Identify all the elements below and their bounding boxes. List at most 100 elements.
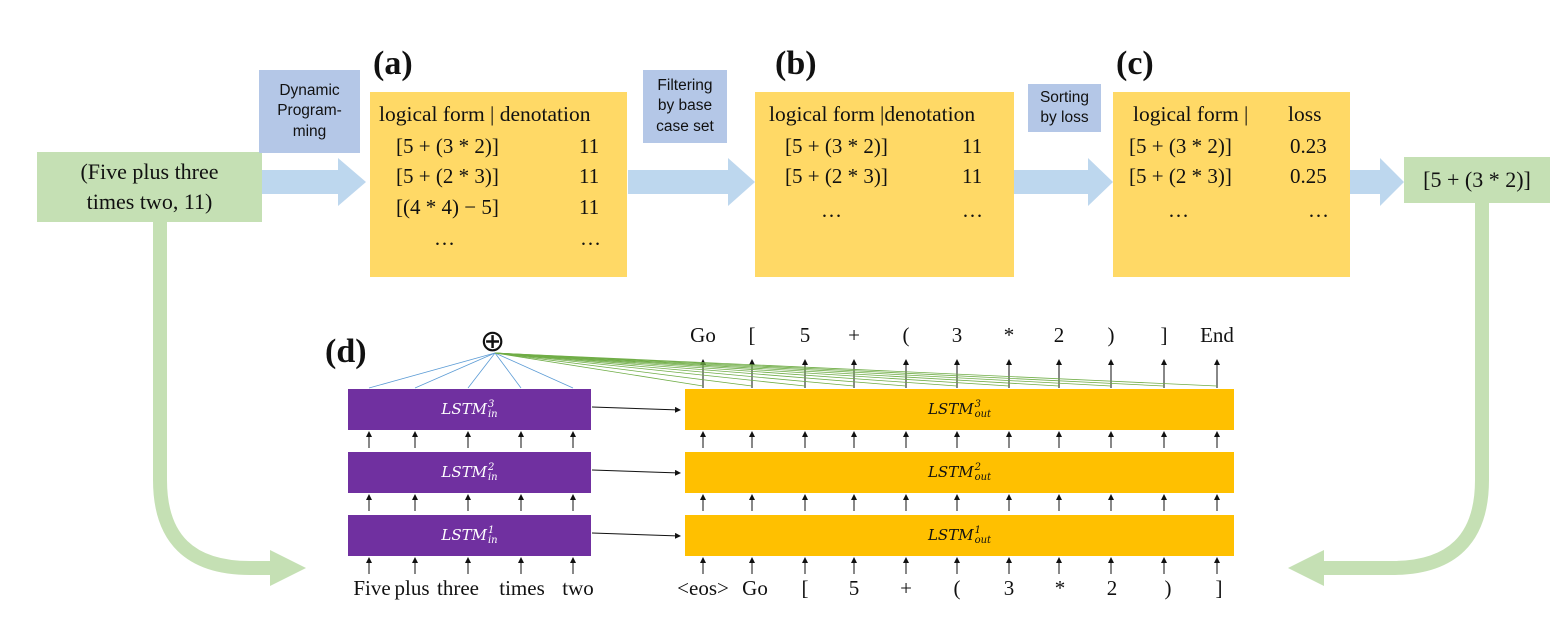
decoder-lstm-layer-2: LSTM 2 out (685, 452, 1234, 493)
label-filtering: Filtering by base case set (643, 70, 727, 143)
decoder-lstm-layer-3: LSTM 3 out (685, 389, 1234, 430)
panel-b-row2-form: [5 + (2 * 3)] (785, 164, 888, 188)
encoder-lstm-1-label: LSTM 1 in (441, 524, 498, 546)
attention-decoder-line-0 (494, 352, 704, 387)
decoder-output-token-1: [ (748, 323, 756, 347)
decoder-output-token-0: Go (690, 323, 716, 347)
attention-decoder-line-8 (494, 352, 1112, 387)
panel-label-b: (b) (775, 45, 817, 82)
panel-a-row2-form: [5 + (2 * 3)] (396, 164, 499, 188)
decoder-input-token-3: 5 (848, 576, 860, 600)
encoder-input-token-1: plus (394, 576, 430, 600)
attention-sum-symbol: ⊕ (480, 324, 506, 359)
attention-decoder-line-5 (494, 352, 958, 387)
encoder-lstm-layer-2: LSTM 2 in (348, 452, 591, 493)
panel-c-row2-value: 0.25 (1290, 164, 1327, 188)
attention-decoder-line-6 (494, 352, 1010, 387)
decoder-lstm-layer-1: LSTM 1 out (685, 515, 1234, 556)
attention-encoder-line-1 (414, 352, 496, 389)
panel-a-row1-value: 11 (579, 134, 600, 158)
encoder-input-token-4: two (562, 576, 594, 600)
panel-b-row3-form: … (821, 198, 842, 222)
decoder-input-token-5: ( (953, 576, 961, 600)
decoder-input-token-7: * (1054, 576, 1066, 600)
panel-a-row3-form: [(4 * 4) − 5] (396, 195, 499, 219)
label-dynamic-programming: Dynamic Program- ming (259, 70, 360, 153)
attention-decoder-line-10 (494, 352, 1218, 387)
decoder-input-token-10: ] (1215, 576, 1223, 600)
encoder-input-token-3: times (499, 576, 545, 600)
attention-decoder-line-4 (494, 352, 907, 387)
label-sorting: Sorting by loss (1028, 84, 1101, 132)
decoder-output-token-4: ( (902, 323, 910, 347)
panel-a-row4-form: … (434, 226, 455, 250)
decoder-output-token-9: ] (1160, 323, 1168, 347)
label-sort-line2: by loss (1040, 109, 1089, 126)
decoder-output-token-6: * (1003, 323, 1015, 347)
label-dp-line3: ming (292, 122, 327, 140)
encoder-lstm-layer-1: LSTM 1 in (348, 515, 591, 556)
encoder-lstm-2-label: LSTM 2 in (441, 461, 498, 483)
label-dp-line2: Program- (277, 102, 342, 120)
arrow-output-to-decoder (1322, 200, 1489, 575)
input-line-1: (Five plus three (80, 159, 219, 185)
panel-a-row4-value: … (580, 226, 601, 250)
panel-label-a: (a) (373, 45, 413, 82)
encoder-lstm-3-label: LSTM 3 in (441, 398, 498, 420)
encoder-lstm-layer-3: LSTM 3 in (348, 389, 591, 430)
attention-decoder-line-3 (494, 352, 855, 387)
attention-decoder-line-2 (494, 352, 806, 387)
panel-label-c: (c) (1116, 45, 1154, 82)
panel-b-row1-form: [5 + (3 * 2)] (785, 134, 888, 158)
decoder-input-token-9: ) (1164, 576, 1172, 600)
panel-c-header-loss: loss (1288, 102, 1322, 126)
input-example-box: (Five plus three times two, 11) (37, 152, 262, 222)
panel-c-row1-form: [5 + (3 * 2)] (1129, 134, 1232, 158)
panel-c-box: logical form | loss [5 + (3 * 2)] 0.23 [… (1113, 92, 1350, 277)
panel-b-header: logical form |denotation (769, 102, 976, 126)
arrow-c-to-output (1350, 158, 1404, 206)
attention-encoder-line-0 (368, 352, 496, 389)
label-dp-line1: Dynamic (279, 82, 340, 100)
label-filter-line3: case set (656, 117, 714, 135)
panel-a-box: logical form | denotation [5 + (3 * 2)] … (370, 92, 627, 277)
panel-c-header-form: logical form | (1133, 102, 1249, 126)
panel-c-row1-value: 0.23 (1290, 134, 1327, 158)
arrow-b-to-c (1014, 158, 1113, 206)
decoder-input-token-0: <eos> (677, 576, 729, 600)
panel-label-d: (d) (325, 333, 367, 370)
decoder-output-token-8: ) (1107, 323, 1115, 347)
decoder-lstm-2-label: LSTM 2 out (927, 461, 992, 483)
decoder-output-token-3: + (848, 323, 860, 347)
decoder-input-token-6: 3 (1003, 576, 1015, 600)
decoder-output-token-10: End (1200, 323, 1234, 347)
decoder-lstm-1-label: LSTM 1 out (927, 524, 992, 546)
panel-c-row3-value: … (1308, 198, 1329, 222)
arrow-input-to-a (262, 158, 366, 206)
output-logical-form-box: [5 + (3 * 2)] (1404, 157, 1550, 203)
arrow-input-to-encoder (153, 222, 272, 575)
panel-a-row3-value: 11 (579, 195, 600, 219)
arrow-a-to-b (628, 158, 755, 206)
decoder-input-token-1: Go (742, 576, 768, 600)
output-logical-form: [5 + (3 * 2)] (1423, 167, 1531, 193)
decoder-output-token-7: 2 (1053, 323, 1065, 347)
panel-c-row3-form: … (1168, 198, 1189, 222)
attention-decoder-line-1 (494, 352, 753, 387)
panel-b-row1-value: 11 (962, 134, 983, 158)
attention-encoder-line-3 (494, 352, 522, 389)
panel-a-row2-value: 11 (579, 164, 600, 188)
input-line-2: times two, 11) (86, 189, 213, 214)
decoder-output-token-5: 3 (951, 323, 963, 347)
panel-a-row1-form: [5 + (3 * 2)] (396, 134, 499, 158)
decoder-input-token-8: 2 (1106, 576, 1118, 600)
decoder-output-token-2: 5 (799, 323, 811, 347)
attention-encoder-line-4 (494, 352, 574, 389)
panel-c-row2-form: [5 + (2 * 3)] (1129, 164, 1232, 188)
decoder-input-token-4: + (900, 576, 912, 600)
attention-decoder-line-9 (494, 352, 1165, 387)
attention-encoder-line-2 (467, 352, 496, 389)
panel-a-header: logical form | denotation (379, 102, 591, 126)
encoder-input-token-0: Five (353, 576, 391, 600)
panel-b-row3-value: … (962, 198, 983, 222)
